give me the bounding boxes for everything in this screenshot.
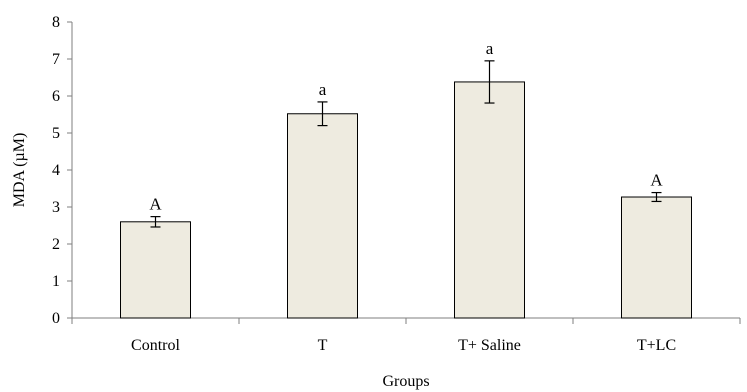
y-tick-label: 2	[52, 236, 60, 253]
bar-0	[120, 221, 191, 319]
y-tick-label: 5	[52, 125, 60, 142]
y-tick-label: 7	[52, 51, 60, 68]
x-tick-label: T+ Saline	[458, 337, 521, 354]
bar-2	[454, 81, 525, 319]
significance-label: a	[319, 80, 327, 99]
significance-label: A	[650, 171, 663, 190]
y-tick-label: 3	[52, 199, 60, 216]
y-tick-label: 8	[52, 14, 60, 31]
bar-3	[621, 196, 692, 319]
significance-label: A	[149, 195, 162, 214]
y-axis-title: MDA (µM)	[11, 133, 28, 208]
x-tick-label: Control	[131, 337, 180, 354]
y-tick-label: 1	[52, 273, 60, 290]
y-tick-label: 4	[52, 162, 60, 179]
plot-area: 0 1 2 3 4 5 6 7 8 A Control a Ta T+ Saline A T+LC	[52, 14, 741, 354]
y-tick-label: 0	[52, 310, 60, 327]
x-tick-label: T+LC	[637, 337, 676, 354]
x-axis-title: Groups	[382, 373, 429, 390]
y-tick-label: 6	[52, 88, 60, 105]
significance-label: a	[486, 39, 494, 58]
bar-1	[287, 113, 358, 319]
x-tick-label: T	[318, 337, 328, 354]
